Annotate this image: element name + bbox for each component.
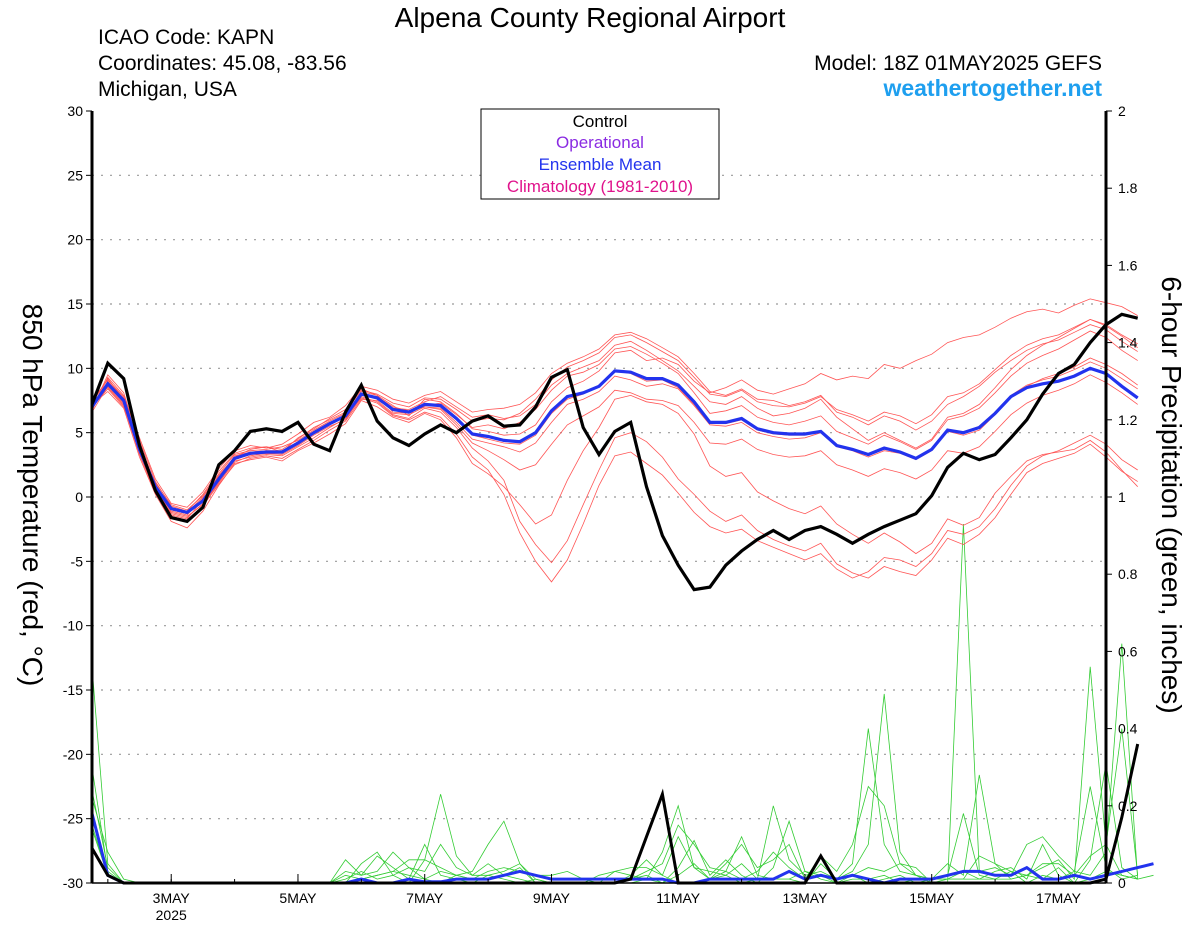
y2-tick-label: 0.8: [1118, 566, 1138, 582]
control-temp-line: [90, 312, 1139, 592]
y2-tick-label: 0.6: [1118, 643, 1138, 659]
ensemble-mean-temp-line: [90, 366, 1139, 515]
legend-operational: Operational: [556, 133, 644, 152]
x-tick-label: 15MAY: [909, 890, 955, 906]
x-tick-label: 11MAY: [656, 890, 700, 906]
y-tick-label: -30: [63, 875, 83, 891]
y2-tick-label: 1.8: [1118, 180, 1138, 196]
axes: 302520151050-5-10-15-20-25-3021.81.61.41…: [63, 103, 1138, 923]
y2-tick-label: 1.4: [1118, 335, 1138, 351]
control-precip-line: [90, 743, 1140, 885]
x-tick-label: 9MAY: [533, 890, 571, 906]
legend-box: Control Operational Ensemble Mean Climat…: [480, 108, 720, 200]
legend-frame: [480, 108, 720, 200]
ensemble-mean-precip-line: [90, 813, 1154, 885]
model-run: Model: 18Z 01MAY2025 GEFS: [814, 52, 1102, 75]
precip-member-line: [91, 786, 1138, 884]
temp-member-line: [91, 324, 1138, 508]
y2-tick-label: 0.4: [1118, 721, 1138, 737]
temp-member-line: [91, 298, 1138, 520]
precip-member-line: [91, 666, 1138, 884]
y-tick-label: 5: [75, 425, 83, 441]
temp-member-line: [91, 318, 1138, 512]
temp-member-line: [91, 374, 1138, 521]
location: Michigan, USA: [98, 78, 237, 101]
y-tick-label: -25: [63, 811, 83, 827]
y-tick-label: 0: [75, 489, 83, 505]
legend-climatology: Climatology (1981-2010): [507, 177, 693, 196]
y2-tick-label: 2: [1118, 103, 1126, 119]
chart-title: Alpena County Regional Airport: [394, 2, 786, 33]
temp-member-lines: [91, 298, 1138, 583]
precip-member-line: [91, 693, 1139, 884]
precip-member-line: [91, 763, 1138, 884]
main-lines: [90, 312, 1154, 885]
temp-member-line: [91, 357, 1138, 515]
brand-link[interactable]: weathertogether.net: [883, 75, 1102, 101]
y-tick-label: 30: [67, 103, 83, 119]
y2-tick-label: 1.6: [1118, 257, 1138, 273]
temp-member-line: [91, 390, 1138, 555]
x-tick-year: 2025: [156, 907, 187, 923]
temp-member-line: [91, 384, 1138, 583]
y2-tick-label: 1.2: [1118, 412, 1138, 428]
temp-member-line: [91, 330, 1138, 516]
precip-member-line: [91, 523, 1154, 884]
y-tick-label: 15: [67, 296, 83, 312]
coordinates: Coordinates: 45.08, -83.56: [98, 52, 347, 75]
x-tick-label: 17MAY: [1036, 890, 1082, 906]
y-tick-label: 10: [67, 360, 83, 376]
y2-tick-label: 0.2: [1118, 798, 1138, 814]
x-tick-label: 7MAY: [406, 890, 444, 906]
legend-control: Control: [573, 112, 628, 131]
x-tick-label: 13MAY: [783, 890, 829, 906]
y2-tick-label: 1: [1118, 489, 1126, 505]
y-tick-label: -10: [63, 618, 83, 634]
precip-member-lines: [91, 523, 1154, 884]
y-tick-label: 25: [67, 167, 83, 183]
y-tick-label: -5: [71, 553, 84, 569]
x-tick-label: 3MAY: [153, 890, 191, 906]
temp-member-line: [91, 318, 1138, 511]
legend-ensemble-mean: Ensemble Mean: [539, 155, 662, 174]
y-tick-label: -20: [63, 746, 83, 762]
temp-member-line: [91, 385, 1138, 579]
icao-code: ICAO Code: KAPN: [98, 26, 275, 49]
precip-member-line: [91, 790, 1138, 884]
y-tick-label: 20: [67, 232, 83, 248]
x-tick-label: 5MAY: [279, 890, 317, 906]
y-tick-label: -15: [63, 682, 83, 698]
y2-tick-label: 0: [1118, 875, 1126, 891]
grid: [92, 174, 1106, 820]
